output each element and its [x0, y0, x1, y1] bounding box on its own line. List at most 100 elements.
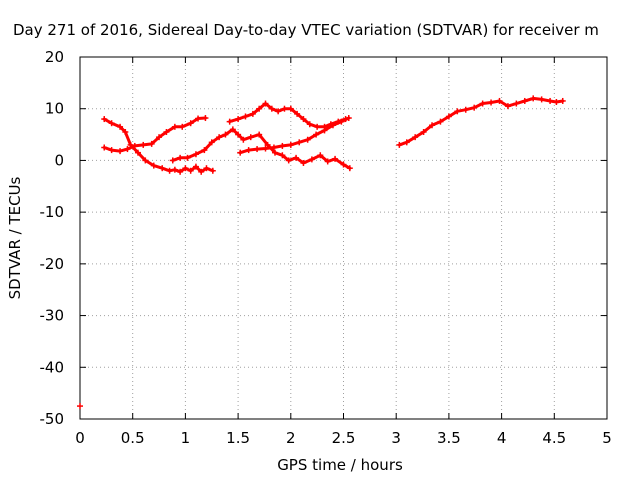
data-point — [187, 167, 194, 174]
data-point — [182, 165, 189, 172]
data-point — [148, 140, 155, 147]
data-point — [317, 152, 324, 159]
data-point — [338, 118, 345, 125]
data-point — [226, 118, 233, 125]
data-point — [268, 105, 275, 112]
data-point — [294, 110, 301, 117]
data-point — [513, 100, 520, 107]
y-tick-label: -50 — [40, 410, 65, 428]
y-axis-label: SDTVAR / TECUs — [6, 176, 24, 299]
data-point — [195, 115, 202, 122]
data-point — [216, 134, 223, 141]
y-tick-label: -20 — [40, 255, 65, 273]
x-axis-label: GPS time / hours — [277, 456, 403, 474]
x-tick-label: 2 — [286, 429, 296, 447]
data-point — [142, 157, 149, 164]
data-point — [281, 105, 288, 112]
data-point — [101, 144, 108, 151]
data-point — [169, 157, 176, 164]
data-point — [108, 120, 115, 127]
data-point — [462, 106, 469, 113]
data-point — [237, 149, 244, 156]
data-point — [293, 154, 300, 161]
data-point — [559, 97, 566, 104]
data-point — [270, 144, 277, 151]
data-point — [412, 134, 419, 141]
data-series — [77, 95, 566, 410]
data-point — [285, 157, 292, 164]
y-tick-label: 10 — [45, 100, 64, 118]
data-point — [171, 123, 178, 130]
x-tick-label: 3 — [391, 429, 401, 447]
data-point — [479, 100, 486, 107]
data-point — [208, 139, 215, 146]
data-point — [287, 141, 294, 148]
data-point — [171, 166, 178, 173]
data-point — [429, 122, 436, 129]
data-point — [547, 97, 554, 104]
series-outlier — [77, 403, 83, 410]
data-point — [166, 167, 173, 174]
data-point — [324, 158, 331, 165]
data-point — [249, 110, 256, 117]
data-point — [279, 142, 286, 149]
x-tick-label: 4.5 — [542, 429, 566, 447]
data-point — [140, 141, 147, 148]
series-line — [102, 117, 215, 174]
data-point — [275, 108, 282, 115]
x-tick-label: 0.5 — [121, 429, 145, 447]
data-point — [504, 103, 511, 110]
data-point — [308, 156, 315, 163]
y-tick-label: -10 — [40, 203, 65, 221]
data-point — [300, 116, 307, 123]
data-point — [396, 141, 403, 148]
data-point — [256, 105, 263, 112]
data-point — [192, 151, 199, 158]
data-point — [403, 139, 410, 146]
data-point — [496, 97, 503, 104]
data-point — [530, 95, 537, 102]
data-point — [345, 115, 352, 122]
series-line — [228, 102, 348, 129]
data-point — [201, 147, 208, 154]
y-tick-label: -30 — [40, 307, 65, 325]
data-point — [203, 165, 210, 172]
data-point — [329, 122, 336, 129]
data-point — [262, 145, 269, 152]
data-point — [242, 113, 249, 120]
series-track-b — [101, 115, 209, 155]
data-point — [131, 142, 138, 149]
data-point — [262, 100, 269, 107]
series-track-e — [237, 115, 352, 156]
chart-title: Day 271 of 2016, Sidereal Day-to-day VTE… — [13, 21, 599, 39]
data-point — [101, 116, 108, 123]
data-point — [287, 105, 294, 112]
y-tick-label: 0 — [54, 151, 64, 169]
data-point — [124, 146, 131, 153]
data-point — [134, 149, 141, 156]
data-point — [245, 147, 252, 154]
x-tick-label: 3.5 — [437, 429, 461, 447]
data-point — [177, 168, 184, 175]
data-point — [256, 131, 263, 138]
data-point — [300, 160, 307, 167]
data-point — [156, 134, 163, 141]
series-track-c — [169, 126, 353, 172]
data-point — [314, 123, 321, 130]
x-tick-label: 4 — [497, 429, 507, 447]
x-tick-label: 1.5 — [226, 429, 250, 447]
y-tick-label: -40 — [40, 358, 65, 376]
data-point — [306, 121, 313, 128]
data-point — [471, 104, 478, 111]
data-point — [346, 165, 353, 172]
data-point — [271, 149, 278, 156]
axis-ticks: 0 0.5 1 1.5 2 2.5 3 3.5 4 4.5 5 -50 -40 -30 -20 -10 0 10 2… — [40, 48, 612, 447]
data-point — [229, 126, 236, 133]
series-line — [397, 96, 565, 147]
data-point — [296, 139, 303, 146]
data-point — [77, 403, 83, 410]
data-point — [163, 128, 170, 135]
data-point — [177, 154, 184, 161]
data-point — [117, 148, 124, 155]
